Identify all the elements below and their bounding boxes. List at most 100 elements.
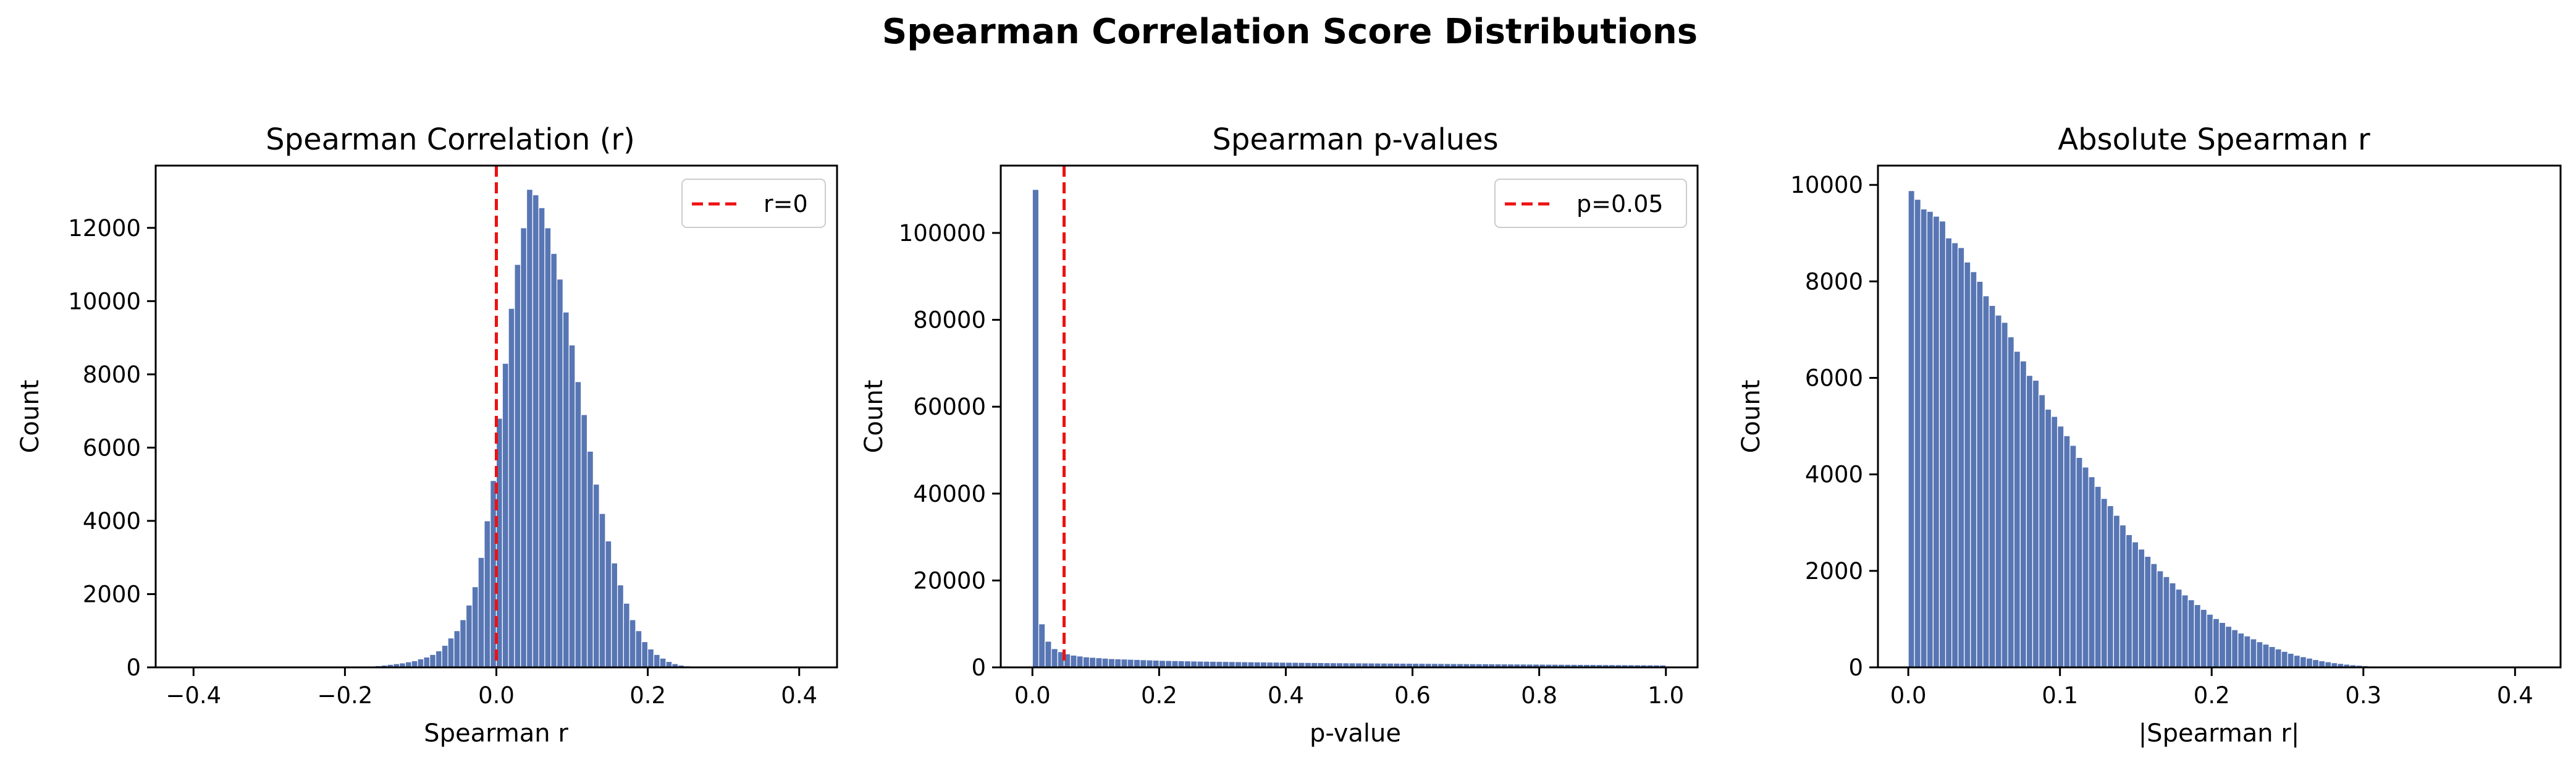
panel-title: Spearman Correlation (r): [266, 122, 635, 157]
histogram-bar: [659, 657, 667, 668]
histogram-bar: [2144, 556, 2152, 668]
histogram-bar: [2131, 541, 2139, 668]
histogram-bar: [568, 344, 576, 668]
legend: p=0.05: [1494, 179, 1687, 228]
histogram-bar: [1158, 660, 1166, 668]
legend-box: [1494, 179, 1687, 228]
histogram-bar: [1146, 659, 1153, 668]
histogram-bar: [2076, 457, 2083, 668]
histogram-bar: [2088, 476, 2095, 668]
y-tick-label: 80000: [913, 307, 986, 334]
histogram-bar: [2113, 515, 2121, 668]
y-axis-label: Count: [860, 380, 888, 454]
histogram-bar: [1051, 648, 1058, 668]
histogram-bar: [586, 450, 594, 668]
histogram-bar: [1088, 657, 1096, 668]
histogram-bar: [1958, 247, 1965, 668]
histogram-bar: [2218, 622, 2226, 668]
histogram-bar: [1045, 641, 1052, 668]
histogram-bar: [1101, 657, 1109, 668]
histogram-bar: [502, 363, 509, 668]
plot-area-frame: [1877, 164, 2562, 669]
histogram-bar: [2275, 648, 2282, 668]
histogram-spearman-r: Spearman Correlation (r) −0.4 −0.2 0.0 0.2 0…: [16, 122, 838, 748]
x-tick-label: 0.2: [2194, 682, 2230, 709]
histogram-bar: [641, 641, 649, 668]
histogram-bar: [581, 414, 588, 668]
histogram-bar: [2169, 582, 2176, 668]
histogram-bar: [1190, 661, 1198, 668]
histogram-bar: [478, 557, 485, 668]
histogram-bar: [2281, 651, 2288, 668]
histogram-bar: [2001, 322, 2008, 668]
x-tick-label: 0.3: [2345, 682, 2381, 709]
y-tick-label: 8000: [83, 361, 141, 388]
y-axis-label: Count: [1737, 380, 1766, 454]
y-tick-label: 10000: [1790, 172, 1863, 198]
histogram-bar: [1914, 199, 1921, 668]
histogram-bar: [2194, 604, 2201, 668]
histogram-bar: [635, 630, 642, 668]
histogram-bar: [1114, 658, 1122, 668]
y-tick-label: 4000: [83, 508, 141, 535]
histogram-bar: [520, 227, 528, 668]
histogram-bar: [1945, 237, 1953, 668]
histogram-bar: [2206, 614, 2214, 668]
histogram-bar: [423, 656, 431, 668]
histogram-bar: [592, 484, 600, 668]
histogram-abs-spearman-r: Absolute Spearman r 0.0 0.1 0.2 0.3 0.4 0 200…: [1737, 122, 2562, 748]
histogram-bar: [2051, 416, 2058, 668]
x-tick-label: 0.8: [1521, 682, 1557, 709]
histogram-bar: [1076, 656, 1084, 668]
histogram-bar: [2287, 653, 2294, 668]
y-tick-label: 4000: [1805, 462, 1863, 488]
histogram-bar: [1038, 623, 1046, 668]
panel-title: Absolute Spearman r: [2058, 122, 2370, 157]
histogram-bar: [629, 619, 636, 668]
histogram-bar: [2019, 360, 2027, 668]
histogram-bar: [1165, 660, 1172, 668]
histogram-bar: [2057, 426, 2065, 668]
x-axis-label: p-value: [1310, 719, 1401, 748]
y-tick-label: 0: [1848, 654, 1863, 681]
histogram-bar: [611, 562, 618, 668]
histogram-bar: [605, 540, 612, 668]
x-tick-label: 0.4: [781, 682, 817, 709]
histogram-bar: [544, 227, 552, 668]
y-tick-label: 10000: [68, 288, 141, 315]
x-tick-label: 0.4: [2497, 682, 2533, 709]
histogram-bar: [1108, 658, 1116, 668]
histogram-bar: [526, 188, 533, 668]
histogram-bar: [2063, 435, 2071, 668]
y-tick-label: 20000: [913, 567, 986, 594]
histogram-spearman-pvalues: Spearman p-values 0.0 0.2 0.4 0.6 0.8 1.0 0 20…: [860, 122, 1699, 748]
histogram-bar: [1121, 659, 1128, 668]
y-tick-label: 40000: [913, 481, 986, 507]
histogram-bar: [538, 207, 545, 668]
histogram-bar: [2312, 659, 2320, 668]
histogram-bar: [1970, 271, 1977, 668]
histogram-bar: [1171, 660, 1179, 668]
legend-label: r=0: [764, 190, 808, 218]
histogram-bar: [453, 630, 461, 668]
y-axis-label: Count: [16, 380, 44, 454]
histogram-bar: [514, 264, 521, 668]
histogram-bar: [2318, 660, 2326, 668]
histogram-bar: [1082, 656, 1090, 668]
y-tick-label: 0: [126, 654, 141, 681]
histogram-bar: [2007, 336, 2014, 668]
histogram-bar: [2200, 609, 2207, 668]
x-tick-label: 0.4: [1268, 682, 1304, 709]
histogram-bar: [1127, 659, 1134, 668]
histogram-bar: [2038, 394, 2046, 668]
histogram-bar: [647, 648, 655, 668]
histogram-bar: [417, 658, 424, 668]
legend-label: p=0.05: [1576, 190, 1664, 218]
x-tick-label: 0.6: [1394, 682, 1431, 709]
legend-box: [681, 179, 826, 228]
histogram-bar: [1920, 208, 1927, 668]
histogram-bar: [2250, 638, 2257, 668]
histogram-bar: [2045, 408, 2052, 668]
histogram-bar: [1989, 305, 1996, 668]
